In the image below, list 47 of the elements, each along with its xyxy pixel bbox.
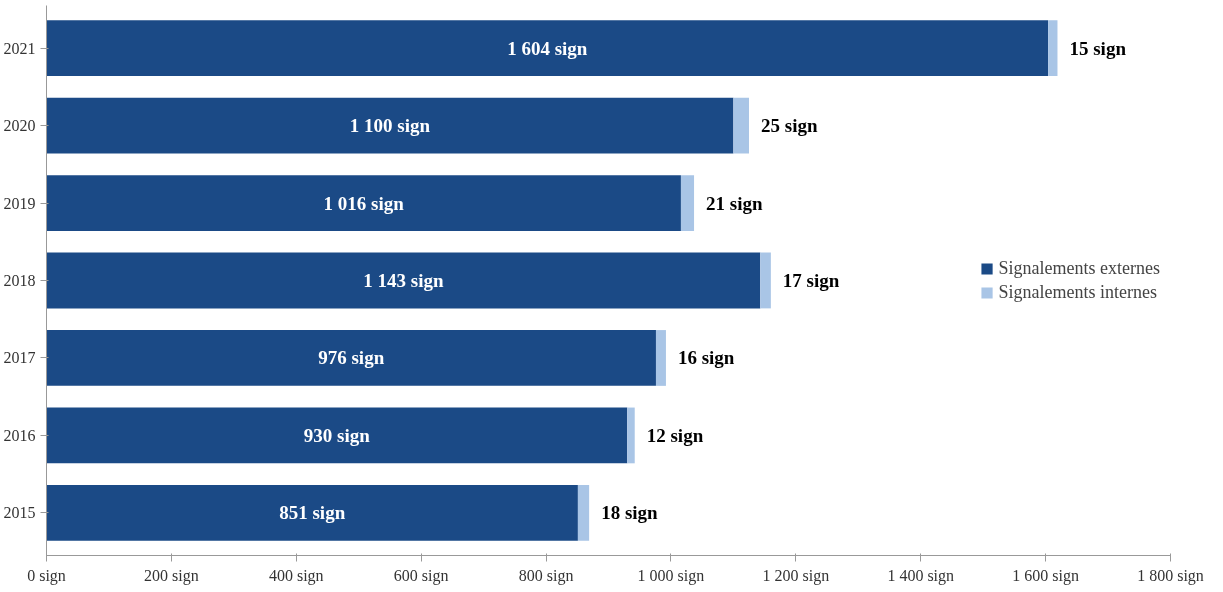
data-label: 15 sign bbox=[1069, 37, 1127, 59]
data-label: 930 sign bbox=[303, 424, 371, 446]
bar bbox=[760, 252, 771, 309]
legend-label: Signalements externes bbox=[998, 257, 1160, 279]
bar bbox=[46, 252, 761, 309]
bar bbox=[46, 407, 628, 464]
y-tick-label: 2021 bbox=[3, 39, 36, 57]
y-tick-label: 2018 bbox=[3, 272, 36, 289]
bar bbox=[46, 485, 578, 541]
data-label: 1 143 sign bbox=[363, 270, 444, 291]
bar bbox=[1048, 20, 1058, 76]
bar bbox=[577, 485, 590, 541]
y-tick-label: 2020 bbox=[3, 117, 36, 135]
data-label: 976 sign bbox=[318, 347, 385, 369]
x-tick-label: 200 sign bbox=[144, 566, 199, 585]
data-label: 1 100 sign bbox=[349, 115, 431, 137]
data-label: 21 sign bbox=[706, 192, 763, 214]
y-tick-label: 2019 bbox=[3, 194, 36, 212]
bar bbox=[46, 175, 681, 231]
bar bbox=[655, 330, 666, 386]
x-tick-label: 0 sign bbox=[27, 566, 66, 585]
x-tick-label: 1 400 sign bbox=[887, 566, 955, 585]
y-tick-label: 2016 bbox=[3, 426, 36, 444]
data-label: 16 sign bbox=[677, 347, 735, 369]
x-tick-label: 400 sign bbox=[268, 566, 324, 585]
bar bbox=[46, 97, 734, 154]
x-tick-label: 800 sign bbox=[518, 566, 574, 585]
x-tick-label: 1 600 sign bbox=[1012, 566, 1079, 585]
bar bbox=[680, 175, 695, 231]
x-tick-label: 600 sign bbox=[393, 566, 449, 585]
data-label: 851 sign bbox=[279, 502, 346, 524]
bar bbox=[627, 407, 635, 464]
data-label: 25 sign bbox=[761, 115, 818, 137]
y-tick-label: 2017 bbox=[3, 349, 36, 367]
legend-label: Signalements internes bbox=[998, 281, 1157, 303]
y-tick-label: 2015 bbox=[3, 504, 36, 522]
x-tick-label: 1 200 sign bbox=[762, 566, 830, 585]
x-tick-label: 1 800 sign bbox=[1137, 566, 1204, 585]
bar bbox=[733, 97, 749, 154]
x-tick-label: 1 000 sign bbox=[637, 566, 705, 585]
data-label: 17 sign bbox=[782, 270, 840, 291]
data-label: 1 016 sign bbox=[323, 192, 405, 214]
data-label: 12 sign bbox=[646, 424, 704, 446]
bar bbox=[46, 20, 1049, 76]
data-label: 1 604 sign bbox=[507, 37, 588, 59]
data-label: 18 sign bbox=[601, 502, 659, 524]
bar bbox=[46, 330, 656, 386]
